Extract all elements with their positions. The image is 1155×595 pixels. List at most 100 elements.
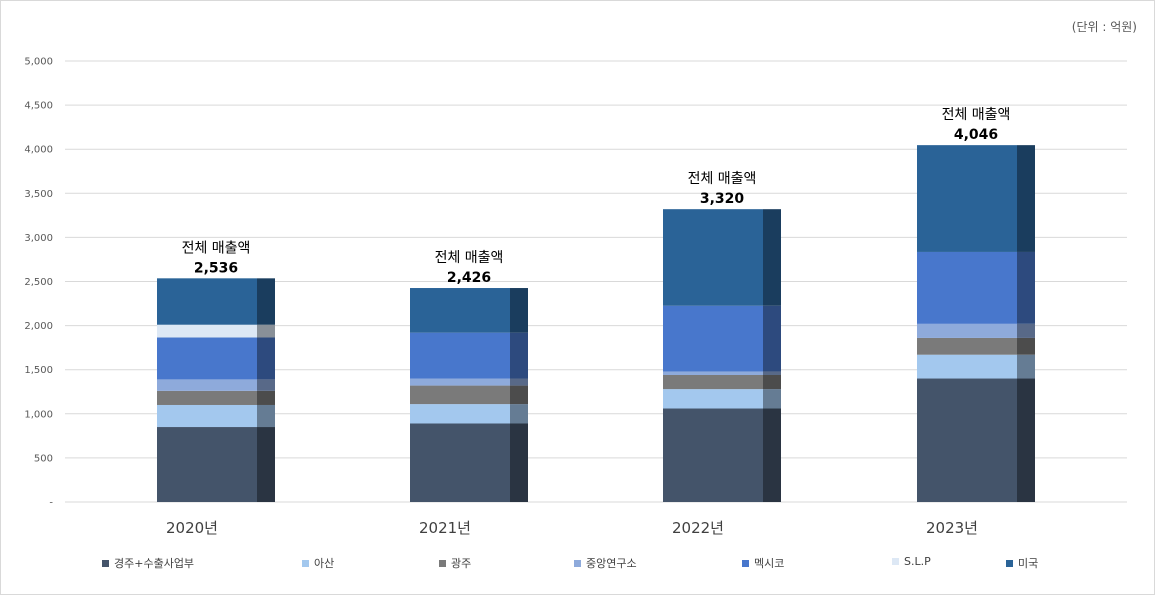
legend-item: 광주 [439, 555, 471, 571]
bar-segment [917, 323, 1017, 338]
bar-segment [410, 288, 510, 333]
total-title-label: 전체 매출액 [688, 171, 757, 187]
bar-segment [410, 423, 510, 502]
total-value-label: 3,320 [700, 191, 745, 207]
bar-segment [663, 374, 763, 390]
x-tick-label: 2023년 [926, 519, 978, 537]
bar-segment-side [510, 332, 528, 379]
legend-item: 아산 [302, 555, 334, 571]
bar-segment [663, 209, 763, 306]
legend-label: 중앙연구소 [586, 557, 637, 570]
bar-segment [663, 389, 763, 409]
bar-segment-side [1017, 323, 1035, 338]
legend-label: 광주 [451, 557, 472, 570]
legend-swatch [892, 558, 899, 565]
bar-segment [917, 251, 1017, 324]
legend-item: S.L.P [892, 555, 931, 568]
bar-segment-side [763, 305, 781, 372]
total-title-label: 전체 매출액 [942, 107, 1011, 123]
bar-segment-side [510, 378, 528, 386]
y-tick-label: 1,000 [24, 409, 53, 420]
x-tick-label: 2022년 [672, 519, 724, 537]
legend-swatch [1006, 559, 1013, 567]
bar-segment-side [1017, 145, 1035, 252]
y-tick-label: - [49, 498, 53, 509]
legend-swatch [574, 559, 581, 567]
y-tick-label: 5,000 [24, 57, 53, 68]
total-title-label: 전체 매출액 [435, 250, 504, 266]
bar-segment [410, 385, 510, 405]
y-tick-label: 4,500 [24, 101, 53, 112]
y-tick-label: 3,000 [24, 233, 53, 244]
bar-segment [917, 337, 1017, 355]
stacked-bar-chart: - 500 1,000 1,500 2,000 2,500 3,000 3,500 4,000 4… [24, 57, 1127, 537]
y-tick-label: 2,000 [24, 321, 53, 332]
bar-segment-side [763, 408, 781, 502]
bar-segment [917, 378, 1017, 502]
bar-segment-side [763, 209, 781, 306]
legend-swatch [302, 559, 309, 567]
bar-segment [917, 354, 1017, 379]
bar-segment-side [257, 324, 275, 338]
total-labels: 전체 매출액 2,536 전체 매출액 2,426 전체 매출액 3,320 전체 매출액 4… [182, 107, 1011, 286]
legend-item: 중앙연구소 [574, 555, 637, 571]
legend-label: 미국 [1018, 557, 1039, 570]
bar-segment [157, 337, 257, 380]
legend: 경주+수출사업부 아산 광주 중앙연구소 멕시코 S.L.P 미국 [102, 555, 1102, 573]
y-tick-label: 1,500 [24, 365, 53, 376]
total-value-label: 2,536 [194, 260, 238, 276]
legend-item: 경주+수출사업부 [102, 555, 194, 571]
bar-segment-side [257, 404, 275, 428]
legend-label: 경주+수출사업부 [114, 557, 195, 570]
bar-segment-side [763, 389, 781, 409]
bar-segment [157, 379, 257, 391]
legend-swatch [102, 559, 109, 567]
bar-segment [917, 145, 1017, 252]
bar-segment [410, 404, 510, 424]
bar-segment [663, 305, 763, 372]
bar-segment [663, 408, 763, 502]
bar-segment-side [1017, 251, 1035, 324]
legend-swatch [742, 559, 749, 567]
y-tick-label: 4,000 [24, 145, 53, 156]
bar-segment-side [510, 404, 528, 424]
bar-segment [157, 324, 257, 338]
bar-segment-side [763, 371, 781, 375]
x-tick-label: 2020년 [166, 519, 218, 537]
bar-segment-side [257, 379, 275, 391]
bar-segment-side [1017, 354, 1035, 379]
bar-segment-side [763, 374, 781, 390]
bar-segment-side [510, 288, 528, 333]
x-axis: 2020년 2021년 2022년 2023년 [166, 519, 978, 537]
bar-segment-side [1017, 378, 1035, 502]
bars [157, 145, 1035, 502]
bar-segment [663, 371, 763, 375]
legend-item: 멕시코 [742, 555, 784, 571]
bar-segment-side [257, 337, 275, 380]
y-tick-label: 2,500 [24, 277, 53, 288]
unit-label: (단위 : 억원) [1071, 20, 1137, 34]
y-tick-label: 3,500 [24, 189, 53, 200]
legend-label: 아산 [314, 557, 335, 570]
legend-item: 미국 [1006, 555, 1038, 571]
bar-segment-side [257, 390, 275, 405]
bar-segment [157, 404, 257, 428]
bar-segment [157, 390, 257, 405]
bar-segment-side [257, 278, 275, 325]
bar-segment [410, 378, 510, 386]
bar-segment [157, 427, 257, 502]
legend-swatch [439, 559, 446, 567]
bar-segment-side [1017, 337, 1035, 355]
total-value-label: 4,046 [954, 127, 998, 143]
bar-segment-side [257, 427, 275, 502]
bar-segment-side [510, 385, 528, 405]
x-tick-label: 2021년 [419, 519, 471, 537]
legend-label: 멕시코 [754, 557, 785, 570]
total-title-label: 전체 매출액 [182, 240, 251, 256]
bar-segment [157, 278, 257, 325]
y-tick-label: 500 [34, 453, 53, 464]
bar-segment [410, 332, 510, 379]
y-axis: - 500 1,000 1,500 2,000 2,500 3,000 3,500 4,000 4… [24, 57, 53, 509]
bar-segment-side [510, 423, 528, 502]
total-value-label: 2,426 [447, 270, 491, 286]
